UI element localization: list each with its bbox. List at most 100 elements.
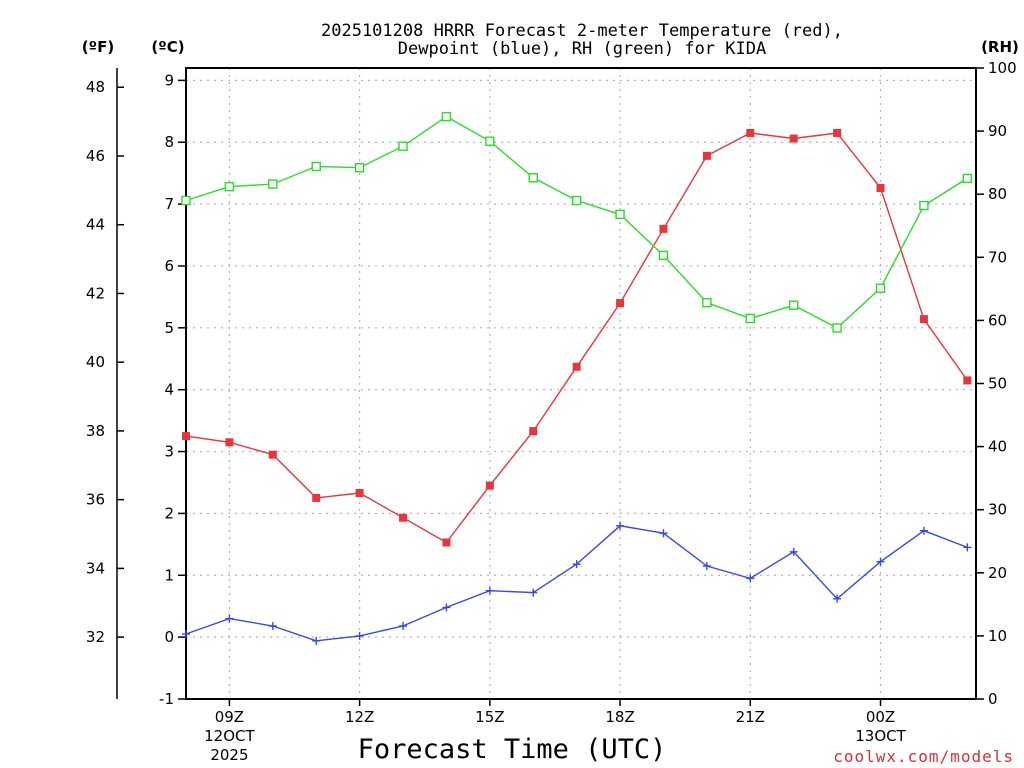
2-meter-temperature-point [919, 315, 928, 324]
fahrenheit-tick-label: 42 [86, 284, 105, 302]
chart-title-line1: 2025101208 HRRR Forecast 2-meter Tempera… [321, 21, 843, 41]
fahrenheit-axis: 32 34 36 38 40 42 44 46 48 [86, 68, 124, 699]
2-meter-temperature-series [182, 128, 972, 547]
credit-text: coolwx.com/models [833, 747, 1014, 766]
dewpoint-point [702, 561, 711, 570]
rh-point [919, 200, 929, 211]
rh-point [788, 300, 799, 310]
2-meter-temperature-point [399, 513, 408, 522]
rh-point [615, 209, 625, 220]
rh-axis: 0 10 20 30 40 50 60 70 80 90 100 [976, 59, 1017, 708]
time-tick-label: 21Z [736, 708, 765, 726]
rh-point [745, 313, 755, 324]
2-meter-temperature-point [225, 438, 234, 447]
celsius-tick-label: 4 [164, 381, 174, 399]
fahrenheit-tick-label: 40 [86, 353, 105, 371]
rh-point [702, 298, 712, 308]
2-meter-temperature-point [876, 184, 885, 193]
2-meter-temperature-point [355, 488, 364, 497]
celsius-tick-label: 8 [164, 133, 174, 151]
dewpoint-point [225, 614, 234, 623]
series-layer [181, 111, 973, 645]
dewpoint-point [919, 526, 928, 535]
celsius-tick-label: 3 [164, 443, 174, 461]
dewpoint-line [185, 525, 968, 642]
rh-point [181, 195, 191, 206]
rh-point [441, 111, 452, 122]
time-tick-date: 12OCT [204, 727, 255, 745]
dewpoint-point [659, 529, 668, 538]
fahrenheit-tick-label: 48 [86, 78, 105, 96]
rh-point [398, 141, 408, 151]
2-meter-temperature-point [182, 432, 190, 441]
celsius-tick-label: -1 [159, 690, 174, 708]
celsius-tick-label: 0 [164, 628, 174, 646]
chart-title-line2: Dewpoint (blue), RH (green) for KIDA [398, 39, 766, 59]
rh-tick-label: 50 [988, 375, 1007, 393]
2-meter-temperature-point [268, 450, 277, 459]
rh-point [875, 283, 886, 293]
rh-tick-label: 90 [988, 122, 1007, 140]
rh-tick-label: 30 [988, 501, 1007, 519]
time-tick-label: 09Z [215, 708, 244, 726]
dewpoint-series [182, 521, 972, 645]
time-tick-date: 13OCT [855, 727, 906, 745]
celsius-axis: -1 0 1 2 3 4 5 6 7 8 9 [159, 71, 186, 708]
time-tick-label: 00Z [866, 708, 895, 726]
fahrenheit-tick-label: 36 [86, 491, 105, 509]
celsius-tick-label: 9 [164, 71, 174, 89]
rh-tick-label: 80 [988, 185, 1007, 203]
dewpoint-point [312, 636, 321, 645]
2-meter-temperature-point [963, 376, 972, 385]
2-meter-temperature-line [185, 132, 968, 544]
2-meter-temperature-point [442, 538, 451, 547]
rh-point [311, 161, 321, 172]
2-meter-temperature-point [529, 427, 538, 436]
rh-tick-label: 100 [988, 59, 1017, 77]
2-meter-temperature-point [659, 224, 668, 233]
rh-point [571, 195, 582, 206]
dewpoint-point [789, 547, 798, 556]
2-meter-temperature-point [702, 151, 711, 160]
rh-tick-label: 40 [988, 438, 1007, 456]
rh-tick-label: 70 [988, 248, 1007, 266]
2-meter-temperature-point [312, 493, 321, 502]
2-meter-temperature-point [572, 362, 581, 371]
fahrenheit-unit-label: (ºF) [82, 38, 114, 56]
dewpoint-point [876, 557, 885, 566]
dewpoint-point [746, 574, 755, 583]
celsius-tick-label: 2 [164, 504, 174, 522]
dewpoint-point [572, 560, 581, 569]
2-meter-temperature-point [746, 128, 755, 137]
2-meter-temperature-point [616, 299, 625, 308]
2-meter-temperature-point [833, 128, 842, 137]
fahrenheit-tick-label: 44 [86, 216, 105, 234]
dewpoint-point [399, 622, 408, 631]
fahrenheit-tick-label: 38 [86, 422, 105, 440]
dewpoint-point [442, 603, 451, 612]
rh-tick-label: 10 [988, 627, 1007, 645]
time-tick-label: 18Z [605, 708, 634, 726]
celsius-tick-label: 5 [164, 319, 174, 337]
rh-tick-label: 20 [988, 564, 1007, 582]
2-meter-temperature-point [485, 481, 494, 490]
rh-tick-label: 0 [988, 690, 998, 708]
dewpoint-point [485, 586, 494, 595]
dewpoint-point [833, 594, 842, 603]
rh-unit-label: (RH) [981, 38, 1019, 56]
2-meter-temperature-point [789, 134, 798, 143]
rh-point [832, 323, 842, 333]
time-tick-year: 2025 [210, 746, 248, 764]
time-tick-label: 12Z [345, 708, 374, 726]
dewpoint-point [963, 543, 972, 552]
rh-point [528, 173, 538, 183]
celsius-tick-label: 6 [164, 257, 174, 275]
celsius-tick-label: 7 [164, 195, 174, 213]
dewpoint-point [182, 630, 190, 639]
celsius-unit-label: (ºC) [151, 38, 184, 56]
rh-point [658, 250, 669, 261]
rh-point [354, 162, 365, 173]
rh-line [185, 115, 968, 329]
